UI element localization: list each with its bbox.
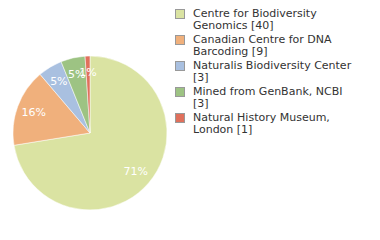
html-text:Centre for Biodiversity Genomi: Centre for Biodiversity Genomics [40] [193, 7, 317, 32]
html-text:Naturalis Biodiversity Center: Naturalis Biodiversity Center [3] [193, 59, 352, 84]
svg-text:16%: 16% [21, 106, 45, 119]
html-text:Natural History Museum, London: Natural History Museum, London [1] [193, 111, 330, 136]
svg-text:5%: 5% [50, 75, 67, 88]
html-text:Mined from GenBank, NCBI [3]: Mined from GenBank, NCBI [3] [193, 85, 343, 110]
svg-text:71%: 71% [124, 165, 148, 178]
html-text:Canadian Centre for DNA Barcod: Canadian Centre for DNA Barcoding [9] [193, 33, 332, 58]
svg-text:5%: 5% [67, 67, 86, 81]
svg-text:1%: 1% [79, 66, 96, 79]
